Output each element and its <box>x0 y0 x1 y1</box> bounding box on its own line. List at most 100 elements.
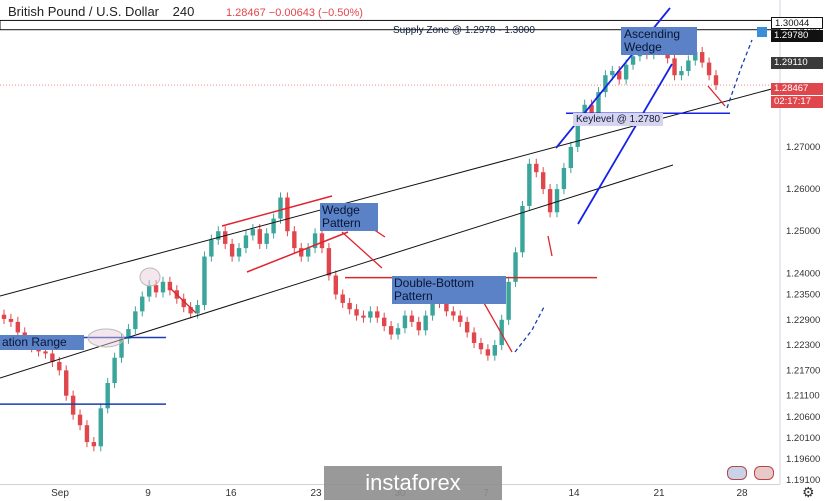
candle-body <box>299 248 304 257</box>
candle-body <box>160 281 166 293</box>
candle-body <box>699 52 705 63</box>
candle-body <box>368 311 373 318</box>
candle-body <box>216 231 221 240</box>
candle-body <box>312 233 318 249</box>
candle-body <box>499 319 504 346</box>
candle-body <box>305 248 311 257</box>
x-tick-label: 14 <box>568 488 580 499</box>
price-change-quote: 1.28467 −0.00643 (−0.50%) <box>225 7 363 19</box>
candle-body <box>354 309 359 316</box>
candle-body <box>43 351 48 354</box>
y-tick-label: 1.21700 <box>786 365 820 376</box>
projection-dashed-line <box>726 39 753 109</box>
candle-body <box>596 92 601 114</box>
candle-body <box>381 317 387 327</box>
candle-body <box>534 163 539 173</box>
candle-body <box>513 252 518 282</box>
candle-body <box>430 294 435 316</box>
y-tick-label: 1.19100 <box>786 475 820 486</box>
candle-body <box>146 285 152 297</box>
candle-body <box>257 229 262 244</box>
wedge-upper-line <box>221 195 333 227</box>
y-tick-label: 1.23500 <box>786 289 820 300</box>
red-arrow <box>547 235 553 257</box>
candle-body <box>340 294 345 303</box>
highlight-ellipse <box>87 328 125 348</box>
uk-flag-icon <box>754 466 774 480</box>
candle-body <box>623 64 629 80</box>
candle-body <box>478 342 484 350</box>
candle-body <box>610 71 615 76</box>
highlight-ellipse <box>139 267 161 287</box>
timeframe-label: 240 <box>172 4 195 19</box>
y-tick-label: 1.26000 <box>786 184 820 195</box>
candle-body <box>209 239 214 257</box>
candle-body <box>223 231 228 244</box>
candle-body <box>589 104 594 114</box>
candle-body <box>471 332 477 343</box>
candle-body <box>153 285 159 293</box>
candle-body <box>361 315 366 318</box>
candle-body <box>264 233 269 244</box>
watermark: instaforex <box>324 466 502 500</box>
candle-body <box>236 248 242 257</box>
candle-body <box>271 218 276 234</box>
candle-body <box>540 172 546 190</box>
candle-body <box>64 370 69 396</box>
candle-body <box>98 408 103 447</box>
candle-body <box>485 349 491 356</box>
ascending-wedge-label: Ascending Wedge <box>621 27 697 55</box>
y-tick-label: 1.20600 <box>786 412 820 423</box>
red-arrow <box>707 85 726 107</box>
y-tick-label: 1.22900 <box>786 315 820 326</box>
candle-body <box>112 357 117 384</box>
candle-body <box>492 345 497 356</box>
candle-body <box>119 338 124 358</box>
x-tick-label: 9 <box>145 488 151 499</box>
candle-body <box>706 62 712 76</box>
y-tick-label: 1.24000 <box>786 268 820 279</box>
candle-body <box>603 75 608 93</box>
candle-body <box>250 229 256 236</box>
wedge-pattern-label: Wedge Pattern <box>320 203 378 231</box>
candle-body <box>202 256 207 306</box>
candle-body <box>458 315 463 322</box>
candle-body <box>672 58 677 76</box>
double-bottom-label: Double-Bottom Pattern <box>392 276 506 304</box>
gear-icon[interactable]: ⚙ <box>802 484 815 500</box>
y-tick-label: 1.22300 <box>786 340 820 351</box>
red-arrow <box>169 287 197 314</box>
candle-body <box>133 311 138 330</box>
price-tag-current: 1.28467 <box>771 83 823 95</box>
candle-body <box>582 104 587 118</box>
supply-zone-label: Supply Zone @ 1.2978 - 1.3000 <box>393 25 535 36</box>
candle-body <box>8 318 14 322</box>
candle-body <box>713 75 719 85</box>
candle-body <box>617 71 622 80</box>
uk-flag-icon <box>727 466 747 480</box>
y-tick-label: 1.19600 <box>786 454 820 465</box>
candle-body <box>105 383 110 409</box>
candle-body <box>568 146 574 168</box>
candle-body <box>326 248 332 276</box>
y-tick-label: 1.25000 <box>786 226 820 237</box>
close-icon <box>757 27 767 37</box>
candle-body <box>84 425 90 443</box>
x-tick-label: 16 <box>225 488 237 499</box>
candle-body <box>15 321 21 333</box>
candle-body <box>388 326 394 335</box>
candle-body <box>70 395 76 415</box>
candle-body <box>319 233 325 249</box>
x-tick-label: 21 <box>653 488 665 499</box>
candle-body <box>444 302 449 312</box>
candle-body <box>547 189 553 213</box>
y-tick-label: 1.20100 <box>786 433 820 444</box>
candle-body <box>395 328 401 335</box>
candle-body <box>520 205 525 253</box>
x-tick-label: Sep <box>51 488 69 499</box>
keylevel-label: Keylevel @ 1.2780 <box>573 113 664 126</box>
countdown-tag: 02:17:17 <box>771 96 823 108</box>
ascending-wedge-lower-line <box>577 63 673 225</box>
